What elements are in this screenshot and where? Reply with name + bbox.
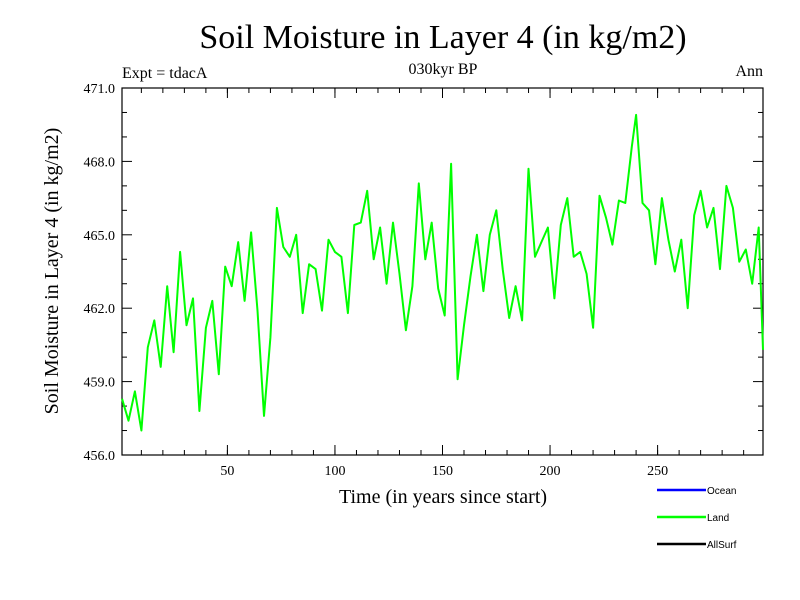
y-axis: 456.0 459.0 462.0 465.0 468.0 471.0 xyxy=(84,82,763,464)
chart-subtitle: 030kyr BP xyxy=(409,61,478,78)
y-tick-label: 465.0 xyxy=(84,229,116,244)
x-tick-label: 150 xyxy=(432,464,453,479)
x-tick-label: 250 xyxy=(647,464,668,479)
y-tick-label: 471.0 xyxy=(84,82,116,97)
legend-label-allsurf: AllSurf xyxy=(707,540,737,551)
y-tick-label: 468.0 xyxy=(84,155,116,170)
series-line-land xyxy=(121,113,764,432)
chart-title: Soil Moisture in Layer 4 (in kg/m2) xyxy=(199,19,686,56)
season-label: Ann xyxy=(735,63,763,80)
x-tick-label: 50 xyxy=(220,464,234,479)
experiment-label: Expt = tdacA xyxy=(122,65,208,82)
legend-label-land: Land xyxy=(707,513,729,524)
y-tick-label: 456.0 xyxy=(84,449,116,464)
x-tick-label: 100 xyxy=(324,464,345,479)
series-layer xyxy=(121,113,764,432)
y-tick-label: 459.0 xyxy=(84,376,116,391)
x-axis-label: Time (in years since start) xyxy=(339,486,547,508)
legend: Ocean Land AllSurf xyxy=(657,486,737,551)
plot-area: 456.0 459.0 462.0 465.0 468.0 471.0 50 100 150 2… xyxy=(84,82,764,479)
x-axis: 50 100 150 200 250 xyxy=(220,88,668,479)
y-axis-label: Soil Moisture in Layer 4 (in kg/m2) xyxy=(41,128,63,415)
legend-label-ocean: Ocean xyxy=(707,486,736,497)
y-tick-label: 462.0 xyxy=(84,302,116,317)
x-tick-label: 200 xyxy=(540,464,561,479)
